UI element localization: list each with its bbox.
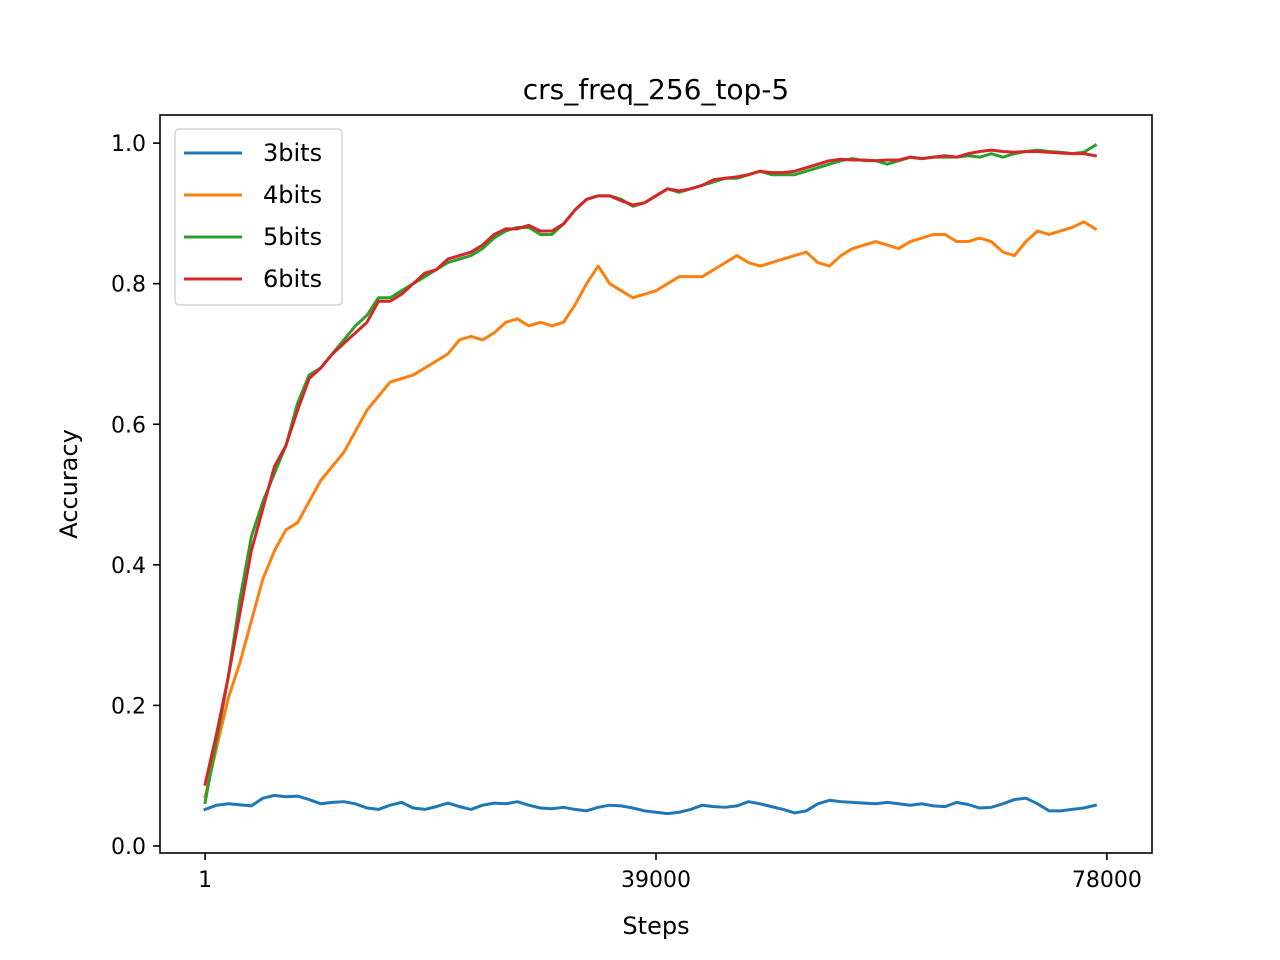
series-line-6bits [203,148,1098,786]
chart-title: crs_freq_256_top-5 [523,73,790,106]
series-line-3bits [203,793,1098,816]
legend-label-4bits: 4bits [263,181,322,209]
y-tick-label: 0.6 [111,413,146,438]
x-tick-label: 39000 [621,868,691,893]
x-axis-ticks: 1 39000 78000 [198,853,1142,893]
x-tick-label: 78000 [1072,868,1142,893]
legend: 3bits 4bits 5bits 6bits [174,128,343,306]
series-line-4bits [203,220,1098,799]
y-tick-label: 0.8 [111,273,146,298]
y-tick-label: 1.0 [111,132,146,157]
y-axis-ticks: 0.0 0.2 0.4 0.6 0.8 1.0 [111,132,160,860]
legend-label-5bits: 5bits [263,223,322,251]
y-tick-label: 0.4 [111,554,146,579]
y-tick-label: 0.2 [111,694,146,719]
x-axis-label: Steps [622,912,689,940]
legend-box [174,128,343,306]
series-lines [203,143,1098,816]
x-tick-label: 1 [198,868,212,893]
legend-label-3bits: 3bits [263,139,322,167]
legend-label-6bits: 6bits [263,265,322,293]
y-tick-label: 0.0 [111,835,146,860]
y-axis-label: Accuracy [55,429,83,539]
